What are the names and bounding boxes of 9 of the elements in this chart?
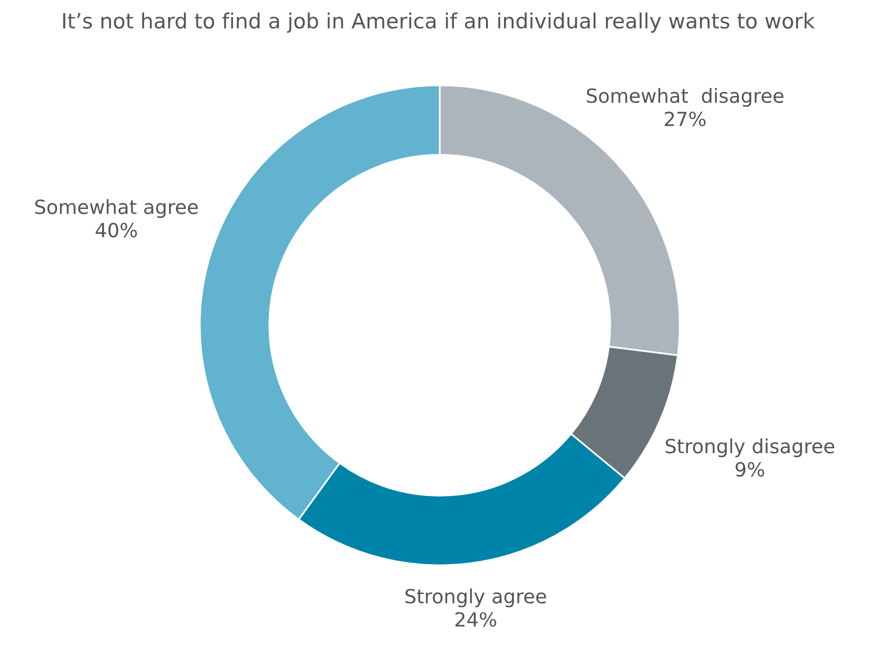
slice-label: Strongly disagree xyxy=(666,438,834,458)
data-label: 9% xyxy=(736,462,764,477)
data-label: 40% xyxy=(96,222,137,238)
slice-label: Somewhat agree xyxy=(35,199,198,218)
slice-label: Strongly agree xyxy=(405,588,546,608)
slice-label: Somewhat disagree xyxy=(586,88,784,107)
data-label: 27% xyxy=(664,112,706,126)
data-label: 24% xyxy=(455,612,496,627)
chart-title: It’s not hard to find a job in America if an individual really wants to work xyxy=(63,12,815,33)
